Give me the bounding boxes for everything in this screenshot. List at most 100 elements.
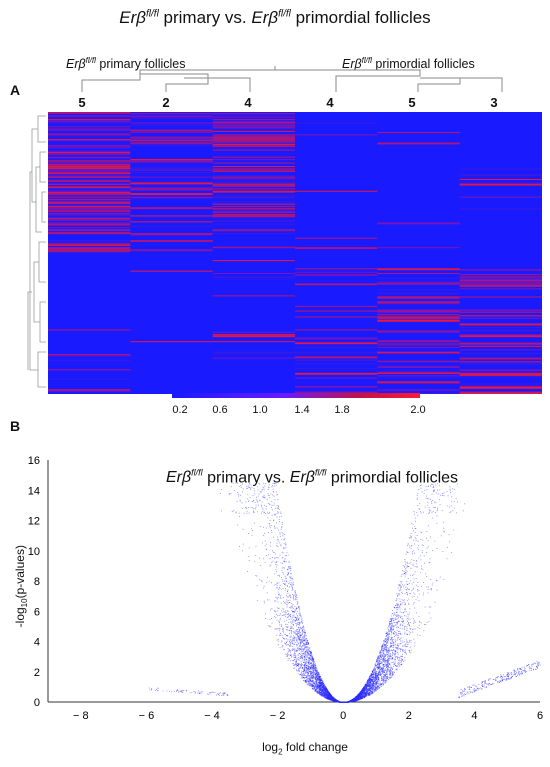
y-tick-label: 6: [34, 606, 40, 618]
heatmap-cell: [459, 315, 542, 317]
heatmap-cell: [377, 366, 460, 369]
heatmap-column-label: 4: [244, 95, 252, 110]
x-tick-label: 6: [537, 710, 543, 722]
heatmap-cell: [48, 134, 131, 136]
heatmap-cell: [295, 359, 378, 361]
heatmap-cell: [48, 147, 131, 149]
heatmap-cell: [48, 244, 131, 246]
heatmap-cell: [377, 292, 460, 295]
heatmap-cell: [48, 250, 131, 252]
figure-title: Erβfl/fl primary vs. Erβfl/fl primordial…: [119, 8, 431, 27]
heatmap-cell: [212, 143, 295, 146]
heatmap-cell: [377, 309, 460, 312]
heatmap-cell: [212, 260, 295, 262]
heatmap-cell: [377, 352, 460, 354]
heatmap-cell: [212, 114, 295, 116]
heatmap-cell: [130, 136, 213, 138]
heatmap-column-label: 2: [162, 95, 170, 110]
heatmap-cell: [212, 357, 295, 359]
heatmap-cell: [377, 331, 460, 333]
heatmap-cell: [48, 161, 131, 163]
heatmap-cell: [212, 210, 295, 212]
colorbar-tick-label: 1.0: [252, 404, 268, 416]
heatmap-cell: [130, 225, 213, 228]
heatmap-cell: [459, 385, 542, 387]
heatmap-cell: [295, 283, 378, 286]
heatmap-cell: [377, 330, 460, 332]
heatmap-cell: [459, 383, 542, 385]
heatmap-cell: [48, 223, 131, 226]
heatmap-cell: [48, 240, 131, 242]
heatmap-cell: [459, 278, 542, 280]
heatmap-cell: [130, 169, 213, 171]
heatmap-cell: [212, 233, 295, 235]
heatmap-cell: [48, 187, 131, 189]
heatmap-cell: [377, 390, 460, 392]
heatmap-cell: [130, 234, 213, 236]
heatmap-cell: [48, 166, 131, 168]
volcano-plot: − 8 − 6 − 4 − 2 0 2 4 6 0 2 4 6 8 10 12 14 16: [28, 455, 543, 722]
heatmap-cell: [212, 159, 295, 161]
heatmap-cell: [48, 209, 131, 211]
heatmap-cell: [377, 282, 460, 285]
heatmap-cell: [212, 121, 295, 124]
heatmap-cell: [48, 119, 131, 121]
heatmap-cell: [212, 175, 295, 177]
heatmap-cell: [48, 229, 131, 231]
heatmap-cell: [295, 363, 378, 365]
heatmap-cell: [212, 206, 295, 208]
heatmap-cell: [48, 247, 131, 250]
heatmap-cell: [48, 201, 131, 204]
heatmap-cell: [212, 136, 295, 138]
x-tick-label: − 6: [139, 710, 155, 722]
colorbar-tick-label: 1.8: [334, 404, 350, 416]
heatmap-cell: [459, 183, 542, 186]
heatmap-cell: [48, 213, 131, 215]
heatmap-cell: [459, 329, 542, 332]
heatmap-cell: [377, 372, 460, 374]
heatmap-cell: [377, 371, 460, 373]
heatmap-cell: [130, 240, 213, 242]
heatmap-cell: [377, 314, 460, 316]
heatmap-cell: [48, 203, 131, 205]
heatmap-cell: [48, 139, 131, 141]
heatmap-cell: [377, 131, 460, 134]
heatmap-cell: [212, 162, 295, 164]
heatmap-cell: [130, 167, 213, 170]
x-axis-label: log2 fold change: [262, 740, 348, 757]
y-tick-label: 4: [34, 637, 40, 649]
heatmap-cell: [48, 249, 131, 251]
heatmap-cell: [212, 122, 295, 125]
heatmap-cell: [459, 392, 542, 394]
heatmap-cell: [212, 169, 295, 171]
heatmap-cell: [48, 211, 131, 213]
heatmap-cell: [295, 337, 378, 340]
heatmap-cell: [48, 120, 131, 122]
heatmap-cell: [212, 247, 295, 249]
heatmap-cell: [130, 250, 213, 252]
heatmap-cell: [295, 377, 378, 379]
heatmap-cell: [48, 242, 131, 244]
heatmap-cell: [459, 288, 542, 290]
heatmap-cell: [459, 269, 542, 271]
heatmap-cell: [48, 204, 131, 206]
heatmap-cell: [377, 302, 460, 305]
heatmap-cell: [48, 153, 131, 156]
heatmap-cell: [295, 316, 378, 318]
heatmap-cell: [459, 352, 542, 354]
heatmap-cell: [459, 208, 542, 210]
heatmap-cell: [212, 334, 295, 336]
heatmap-cell: [459, 372, 542, 374]
heatmap-cell: [48, 183, 131, 185]
x-tick-label: − 8: [73, 710, 89, 722]
heatmap-cell: [48, 176, 131, 178]
heatmap-cell: [48, 140, 131, 142]
heatmap-cell: [212, 276, 295, 279]
heatmap-cell: [48, 171, 131, 173]
heatmap-cell: [459, 323, 542, 326]
heatmap-cell: [212, 245, 295, 248]
heatmap-cell: [48, 164, 131, 166]
heatmap-cell: [212, 166, 295, 168]
column-dendrogram: [81, 66, 503, 92]
heatmap-cell: [212, 146, 295, 148]
